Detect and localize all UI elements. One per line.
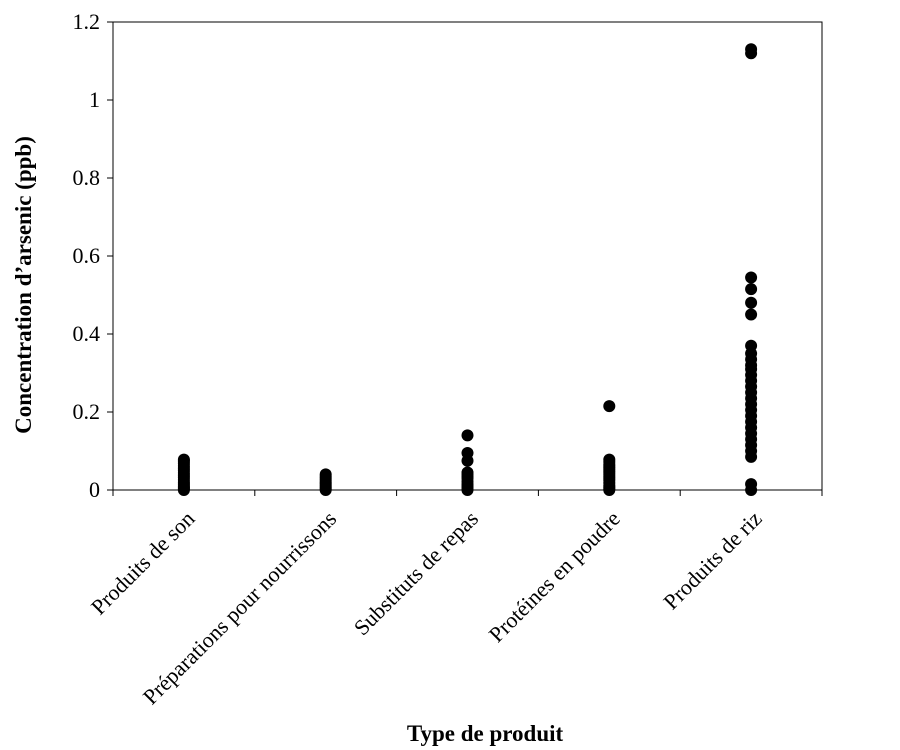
data-point bbox=[461, 429, 474, 442]
x-tick-label: Substituts de repas bbox=[349, 506, 483, 640]
data-point bbox=[461, 466, 474, 479]
x-tick-label: Protéines en poudre bbox=[484, 506, 625, 647]
data-point bbox=[461, 446, 474, 459]
data-point bbox=[745, 283, 758, 296]
y-axis-title: Concentration d’arsenic (ppb) bbox=[11, 136, 36, 434]
data-point bbox=[745, 308, 758, 321]
data-point bbox=[745, 478, 758, 491]
y-tick-label: 0.2 bbox=[73, 399, 101, 424]
data-point bbox=[319, 468, 332, 481]
data-point bbox=[603, 453, 616, 466]
y-tick-label: 1.2 bbox=[73, 9, 101, 34]
data-points bbox=[177, 43, 758, 496]
data-point bbox=[603, 400, 616, 413]
plot-frame bbox=[112, 21, 823, 491]
data-point bbox=[177, 453, 190, 466]
data-point bbox=[745, 296, 758, 309]
data-point bbox=[745, 339, 758, 352]
y-tick-label: 0.4 bbox=[73, 321, 101, 346]
y-axis-ticks: 0 0.2 0.4 0.6 0.8 1 1.2 bbox=[73, 9, 113, 502]
x-tick-label: Produits de riz bbox=[658, 506, 767, 615]
y-tick-label: 1 bbox=[89, 87, 100, 112]
data-point bbox=[745, 271, 758, 284]
plot-area-border bbox=[112, 21, 823, 491]
y-tick-label: 0.6 bbox=[73, 243, 101, 268]
y-tick-label: 0.8 bbox=[73, 165, 101, 190]
x-tick-label: Produits de son bbox=[86, 506, 200, 620]
data-point bbox=[745, 43, 758, 56]
x-axis-title: Type de produit bbox=[407, 721, 564, 746]
y-tick-label: 0 bbox=[89, 477, 100, 502]
